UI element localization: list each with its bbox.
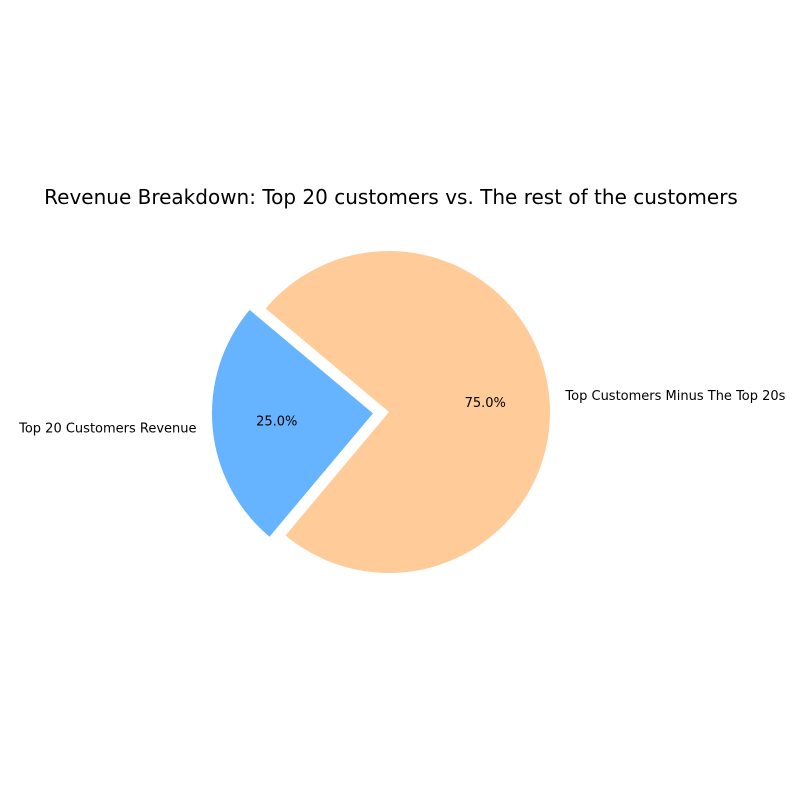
slice-percent-2: 75.0% xyxy=(465,396,506,411)
slice-label-2: Top Customers Minus The Top 20s xyxy=(564,389,785,404)
pie-slices xyxy=(211,250,550,574)
pie-labels: Top 20 Customers Revenue 25.0% Top Custome… xyxy=(18,389,786,436)
slice-label-1: Top 20 Customers Revenue xyxy=(18,421,196,436)
chart-title: Revenue Breakdown: Top 20 customers vs. … xyxy=(44,185,738,209)
pie-slice-2 xyxy=(265,250,550,574)
slice-percent-1: 25.0% xyxy=(256,414,297,429)
pie-slice-1 xyxy=(211,309,373,537)
